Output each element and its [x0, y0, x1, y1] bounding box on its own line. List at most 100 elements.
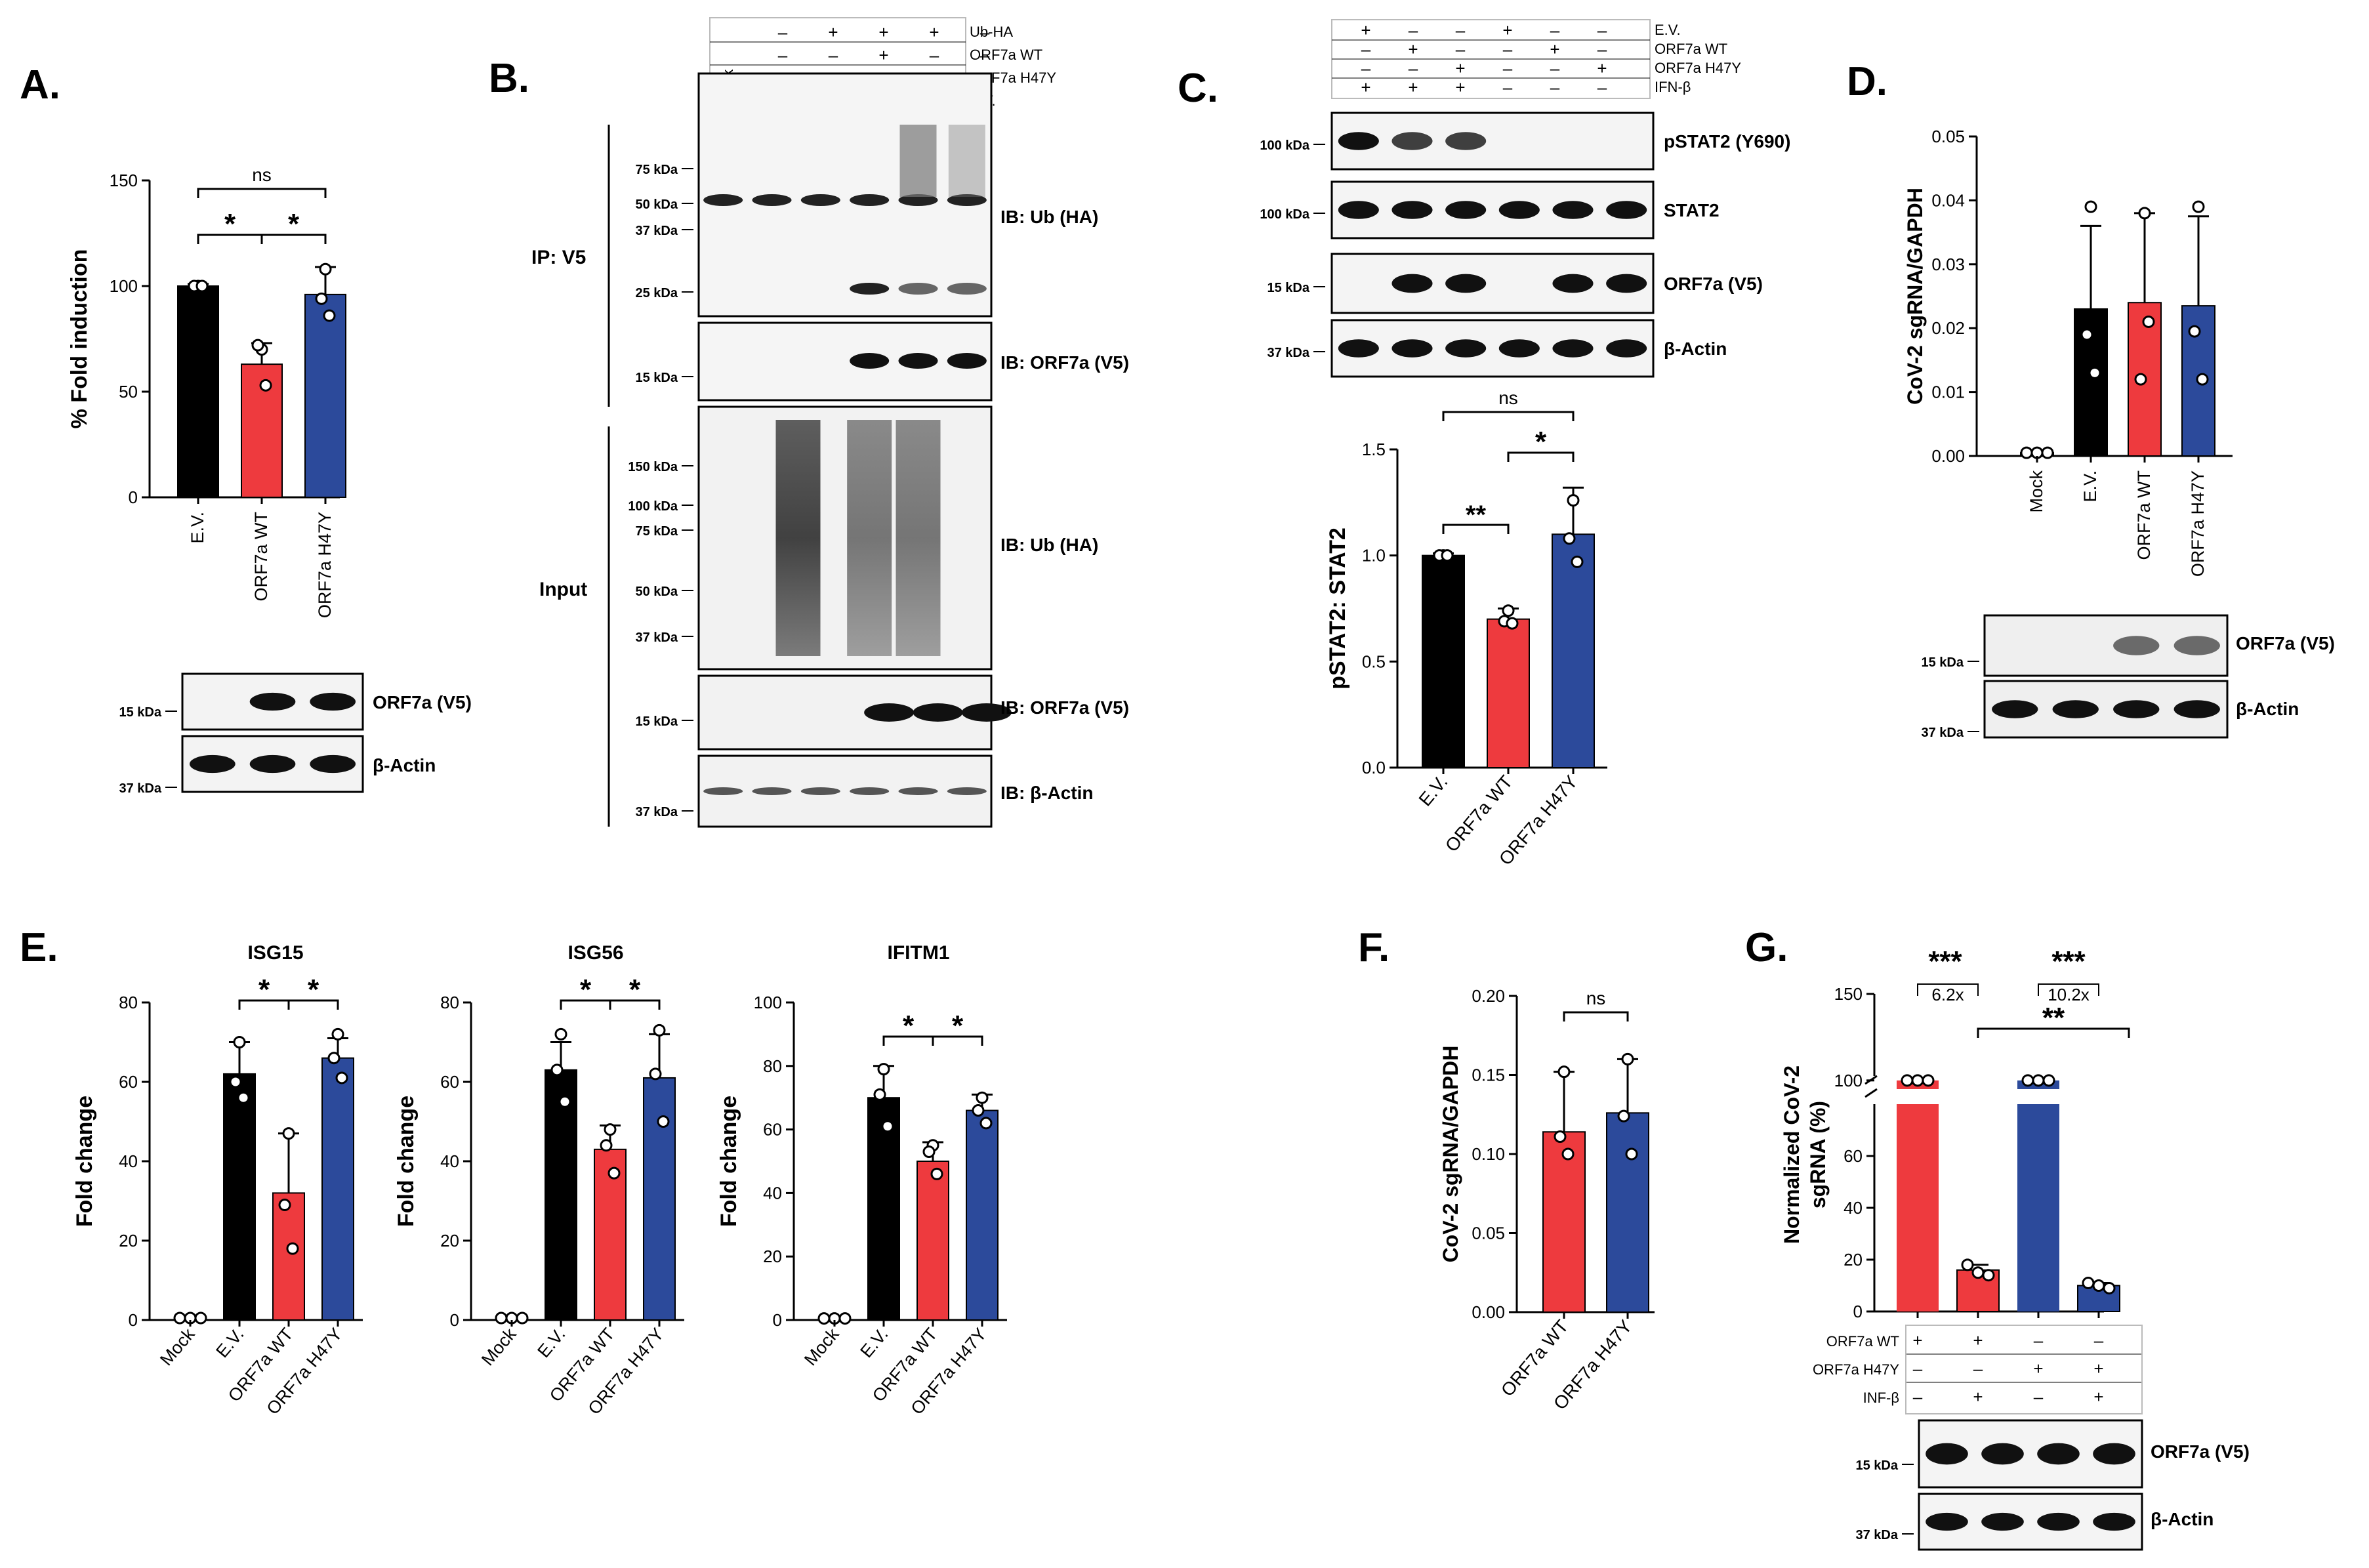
data-point [838, 1312, 852, 1325]
y-tick-label: 20 [1844, 1250, 1863, 1269]
panel-f: F. 0.00 0.05 0.10 0.15 0.20 CoV-2 sgRNA/GAPDH… [1358, 925, 1655, 1414]
y-tick-label: 40 [119, 1151, 138, 1171]
marker: 15 kDa [1856, 1458, 1899, 1473]
table-b-row-label: Ub-HA [970, 24, 1013, 40]
data-point [1982, 1269, 1995, 1282]
sig-a-3-label: ns [252, 165, 272, 185]
band [703, 787, 743, 795]
data-point [1911, 1074, 1924, 1087]
y-tick-label: 0.03 [1931, 255, 1965, 274]
sig-c-2-bracket [1507, 451, 1575, 462]
data-point [237, 1091, 250, 1104]
marker: 150 kDa [628, 460, 678, 474]
band [752, 787, 792, 795]
data-point [979, 1117, 993, 1130]
data-point [229, 1075, 242, 1088]
blot-b-actin-frame [697, 754, 993, 828]
y-tick-label: 0.02 [1931, 318, 1965, 338]
data-point [173, 1311, 186, 1325]
panel-letter-f: F. [1358, 925, 1390, 970]
y-tick-label: 60 [1844, 1146, 1863, 1166]
data-point [327, 1052, 340, 1065]
data-point [315, 292, 328, 305]
table-c-row-label: IFN-β [1655, 79, 1691, 95]
band [1391, 132, 1433, 150]
y-tick-label: 0.0 [1362, 758, 1386, 777]
sign: – [1913, 1359, 1923, 1378]
data-point [2021, 1074, 2034, 1087]
data-point [1502, 604, 1515, 617]
band [2173, 700, 2220, 718]
y-tick-label: 20 [119, 1231, 138, 1250]
sign: + [1361, 77, 1370, 97]
x-tick-label: Mock [156, 1324, 199, 1369]
band [1445, 274, 1487, 293]
sign: – [2034, 1387, 2044, 1407]
sign: + [1408, 77, 1418, 97]
data-point [600, 1139, 613, 1152]
band [2173, 636, 2220, 655]
data-point [282, 1127, 295, 1140]
band [1338, 201, 1379, 219]
data-point [278, 1199, 291, 1212]
panel-b: B. Mock–+++–Ub-HA––+––ORF7a WT–––+–ORF7a… [489, 17, 1129, 828]
band [1606, 201, 1647, 219]
sign: – [980, 22, 990, 42]
sig-a-2-label: * [288, 208, 300, 240]
ip-label: IP: V5 [531, 247, 586, 268]
band [190, 754, 236, 774]
chart-g: 0 20 40 60 100 150 Normalized CoV-2 sgRNA (%) **… [1780, 945, 2130, 1321]
data-point [2082, 1277, 2095, 1290]
band [864, 703, 915, 722]
x-tick-label: E.V. [212, 1325, 247, 1361]
y-axis-label: Fold change [394, 1096, 419, 1227]
band [2037, 1443, 2080, 1465]
data-point [2142, 315, 2155, 328]
sign: – [1456, 39, 1466, 59]
sig-g-3-bracket [1977, 1027, 2130, 1038]
bar [272, 1192, 305, 1321]
bar [1897, 1104, 1939, 1311]
data-point [817, 1312, 831, 1325]
sign: + [929, 22, 939, 42]
y-tick-label: 100 [1834, 1071, 1863, 1090]
y-tick-label: 0 [129, 1310, 138, 1330]
sign: – [1550, 58, 1560, 78]
data-point [881, 1120, 894, 1133]
bar [1552, 533, 1595, 768]
data-point [251, 339, 264, 352]
blot-c-2-frame [1330, 253, 1655, 314]
data-point [653, 1023, 666, 1037]
sign: – [1503, 39, 1513, 59]
axis-break [1864, 1075, 1878, 1098]
blots-d: ORF7a (V5) β-Actin 15 kDa 37 kDa [1922, 614, 2335, 740]
band [947, 787, 987, 795]
band [1926, 1443, 1968, 1465]
data-point [319, 262, 332, 276]
sign: + [1973, 1387, 1983, 1407]
data-point [554, 1027, 567, 1041]
data-point [1961, 1258, 1974, 1271]
data-point [1617, 1109, 1630, 1123]
table-g-row-label: ORF7a H47Y [1813, 1361, 1899, 1378]
band [310, 692, 356, 711]
sig-g-2-bracket [2038, 983, 2099, 996]
y-tick-label: 80 [440, 993, 459, 1012]
y-tick-label: 50 [119, 382, 138, 402]
x-tick-label: E.V. [188, 512, 207, 544]
data-point [495, 1311, 508, 1325]
sig-f-1-bracket [1563, 1011, 1629, 1021]
blot-label: pSTAT2 (Y690) [1664, 131, 1790, 152]
marker: 15 kDa [1267, 281, 1310, 295]
y-tick-label: 0.05 [1472, 1224, 1505, 1243]
y-axis-label: % Fold induction [67, 249, 92, 429]
sign: + [1455, 58, 1465, 78]
sig-a-3-bracket [197, 188, 327, 198]
x-tick-label: E.V. [533, 1325, 569, 1361]
data-point [2092, 1279, 2105, 1292]
bar [223, 1073, 256, 1321]
sign: + [1361, 20, 1370, 40]
